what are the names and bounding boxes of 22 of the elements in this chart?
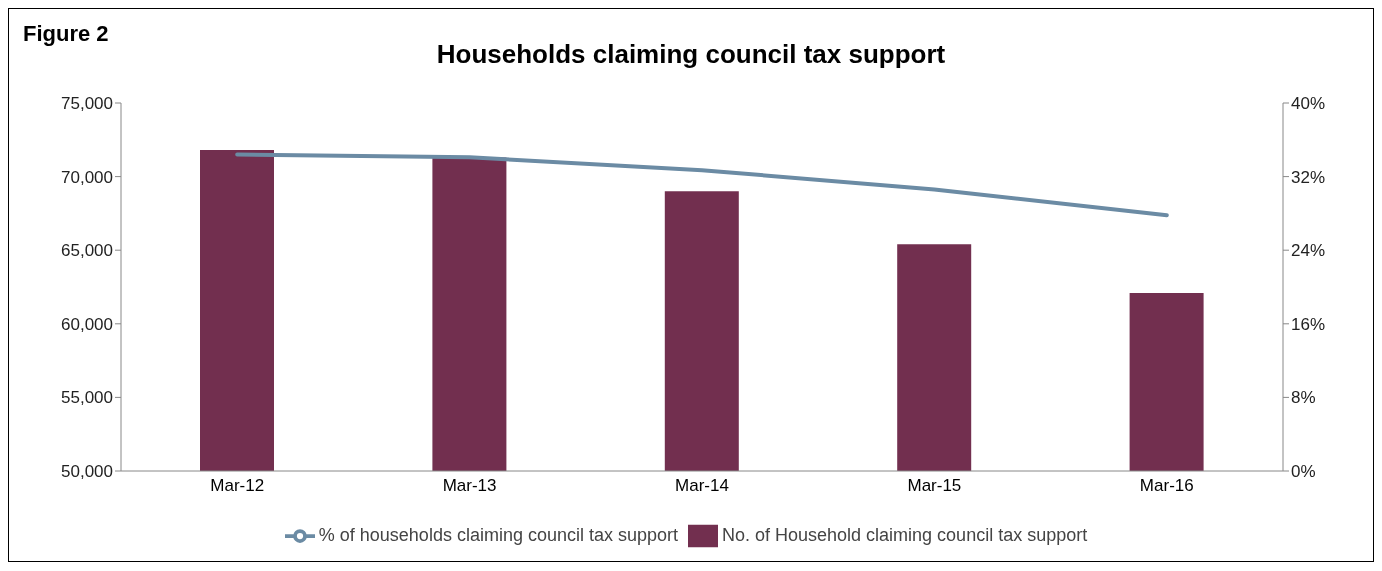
y2-tick-label: 16% — [1291, 314, 1326, 334]
y2-tick-label: 0% — [1291, 462, 1316, 482]
x-tick-label: Mar-13 — [442, 476, 497, 496]
y2-tick-label: 24% — [1291, 241, 1326, 261]
y-tick-label: 55,000 — [61, 388, 113, 408]
x-tick-label: Mar-14 — [675, 476, 729, 496]
x-tick-label: Mar-15 — [907, 476, 962, 496]
caption: Figure 2 — [23, 21, 109, 47]
y-tick-label: 65,000 — [61, 241, 113, 261]
legend-label: % of households claiming council tax support — [318, 524, 678, 545]
y2-tick-label: 8% — [1291, 388, 1316, 408]
y2-tick-label: 40% — [1291, 94, 1326, 114]
line-series — [235, 152, 1169, 218]
y2-tick-label: 32% — [1291, 167, 1326, 187]
x-tick-label: Mar-12 — [210, 476, 265, 496]
y-tick-label: 75,000 — [61, 94, 113, 114]
chart-title: Households claiming council tax support — [436, 39, 946, 69]
y-tick-label: 50,000 — [61, 462, 113, 482]
legend-label: No. of Household claiming council tax support — [722, 524, 1088, 545]
y-tick-label: 60,000 — [61, 314, 113, 334]
x-tick-label: Mar-16 — [1139, 476, 1194, 496]
y-tick-label: 70,000 — [61, 167, 113, 187]
